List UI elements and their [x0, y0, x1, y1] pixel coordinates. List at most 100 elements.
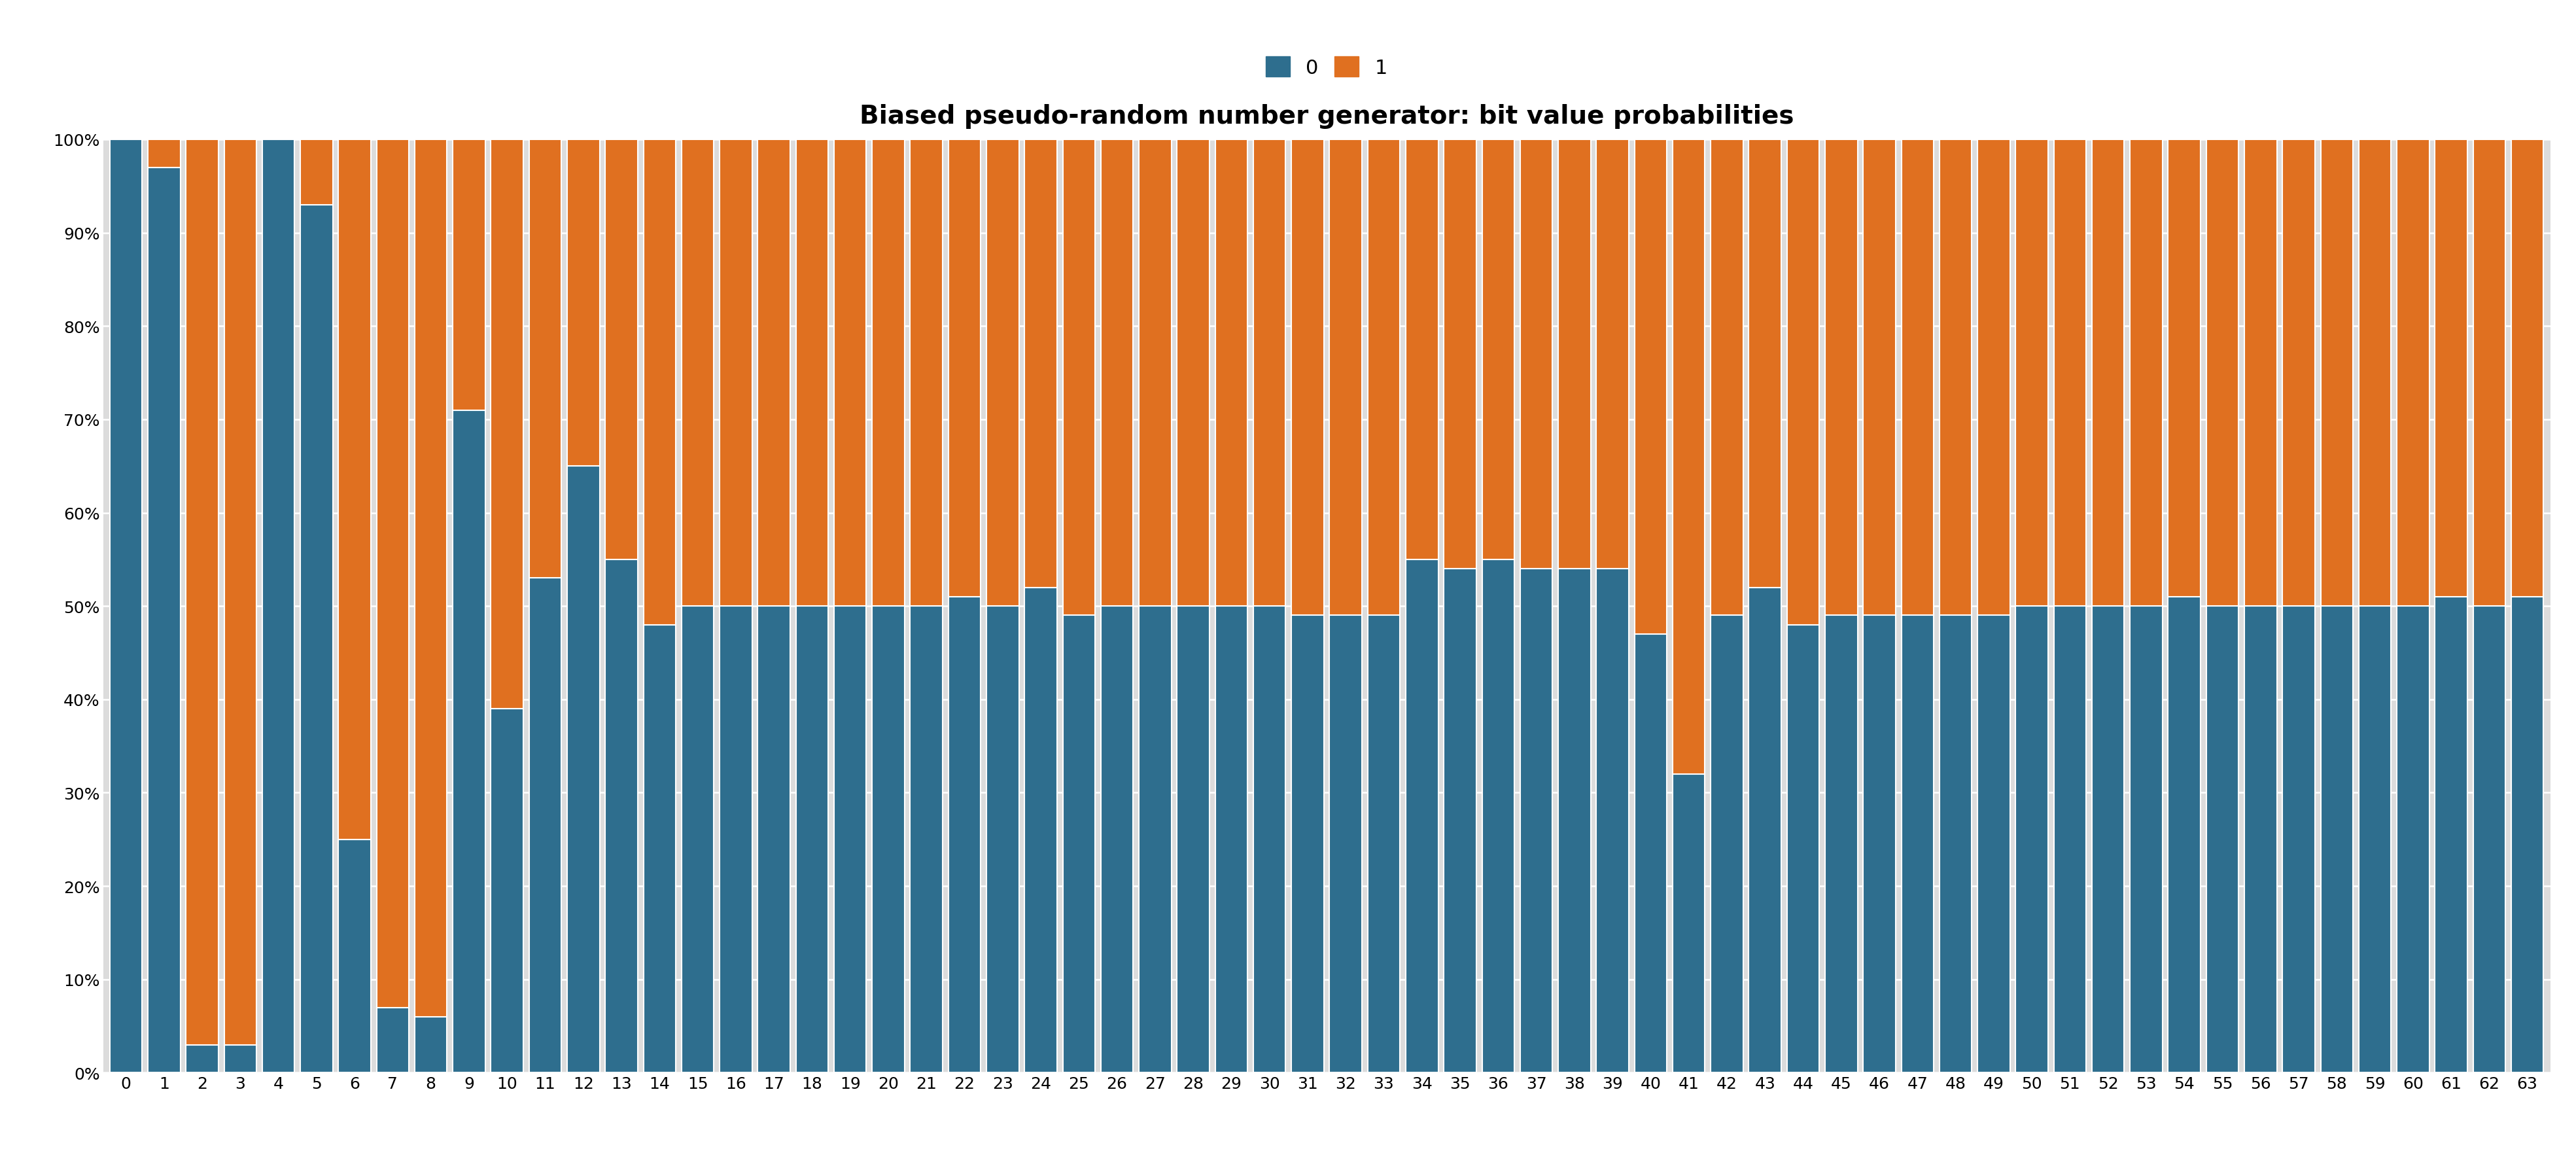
Bar	[1216, 140, 1247, 606]
Bar	[683, 140, 714, 606]
Bar	[1064, 616, 1095, 1073]
Bar	[2396, 606, 2429, 1073]
Bar	[2169, 597, 2200, 1073]
Bar	[376, 1007, 410, 1073]
Bar	[2282, 606, 2316, 1073]
Bar	[835, 606, 866, 1073]
Bar	[1445, 569, 1476, 1073]
Bar	[567, 466, 600, 1073]
Bar	[2014, 140, 2048, 606]
Bar	[1862, 616, 1896, 1073]
Bar	[1824, 140, 1857, 616]
Bar	[948, 140, 981, 597]
Bar	[492, 709, 523, 1073]
Bar	[1406, 560, 1437, 1073]
Bar	[644, 625, 675, 1073]
Bar	[1940, 616, 1971, 1073]
Bar	[605, 560, 639, 1073]
Bar	[1445, 140, 1476, 569]
Bar	[1788, 625, 1819, 1073]
Bar	[415, 140, 448, 1017]
Bar	[224, 1045, 258, 1073]
Bar	[987, 606, 1020, 1073]
Bar	[1329, 140, 1363, 616]
Bar	[567, 140, 600, 466]
Bar	[2473, 606, 2506, 1073]
Bar	[1139, 606, 1172, 1073]
Bar	[1100, 606, 1133, 1073]
Bar	[796, 606, 829, 1073]
Bar	[1558, 140, 1589, 569]
Bar	[1824, 616, 1857, 1073]
Bar	[1481, 560, 1515, 1073]
Bar	[2473, 140, 2506, 606]
Bar	[2205, 140, 2239, 606]
Bar	[1978, 616, 2009, 1073]
Bar	[1558, 569, 1589, 1073]
Bar	[909, 606, 943, 1073]
Bar	[1597, 140, 1628, 569]
Bar	[263, 140, 294, 1073]
Bar	[415, 1017, 448, 1073]
Bar	[2169, 140, 2200, 597]
Bar	[453, 410, 484, 1073]
Bar	[835, 140, 866, 606]
Bar	[1406, 140, 1437, 560]
Bar	[301, 140, 332, 205]
Bar	[337, 840, 371, 1073]
Bar	[2396, 140, 2429, 606]
Bar	[1710, 616, 1744, 1073]
Bar	[1672, 140, 1705, 774]
Bar	[1216, 606, 1247, 1073]
Bar	[185, 1045, 219, 1073]
Bar	[1672, 774, 1705, 1073]
Bar	[2244, 140, 2277, 606]
Bar	[719, 140, 752, 606]
Bar	[2130, 606, 2161, 1073]
Bar	[757, 606, 791, 1073]
Bar	[605, 140, 639, 560]
Bar	[2282, 140, 2316, 606]
Bar	[644, 140, 675, 625]
Bar	[2014, 606, 2048, 1073]
Bar	[1139, 140, 1172, 606]
Bar	[1177, 140, 1208, 606]
Bar	[376, 140, 410, 1007]
Bar	[492, 140, 523, 709]
Bar	[2205, 606, 2239, 1073]
Bar	[1940, 140, 1971, 616]
Bar	[2360, 606, 2391, 1073]
Bar	[147, 168, 180, 1073]
Bar	[1520, 140, 1553, 569]
Bar	[2321, 606, 2352, 1073]
Bar	[1749, 140, 1780, 588]
Bar	[719, 606, 752, 1073]
Bar	[1255, 606, 1285, 1073]
Bar	[1100, 140, 1133, 606]
Bar	[1025, 588, 1056, 1073]
Bar	[1901, 616, 1935, 1073]
Bar	[2092, 140, 2125, 606]
Bar	[528, 140, 562, 578]
Bar	[909, 140, 943, 606]
Bar	[683, 606, 714, 1073]
Bar	[1710, 140, 1744, 616]
Bar	[2512, 597, 2543, 1073]
Bar	[453, 140, 484, 410]
Bar	[1329, 616, 1363, 1073]
Bar	[1481, 140, 1515, 560]
Bar	[796, 140, 829, 606]
Bar	[1633, 634, 1667, 1073]
Bar	[2130, 140, 2161, 606]
Bar	[2321, 140, 2352, 606]
Bar	[2053, 140, 2087, 606]
Bar	[1064, 140, 1095, 616]
Bar	[873, 140, 904, 606]
Bar	[987, 140, 1020, 606]
Bar	[1597, 569, 1628, 1073]
Bar	[185, 140, 219, 1045]
Bar	[1978, 140, 2009, 616]
Title: Biased pseudo-random number generator: bit value probabilities: Biased pseudo-random number generator: b…	[860, 104, 1793, 128]
Bar	[2053, 606, 2087, 1073]
Bar	[1520, 569, 1553, 1073]
